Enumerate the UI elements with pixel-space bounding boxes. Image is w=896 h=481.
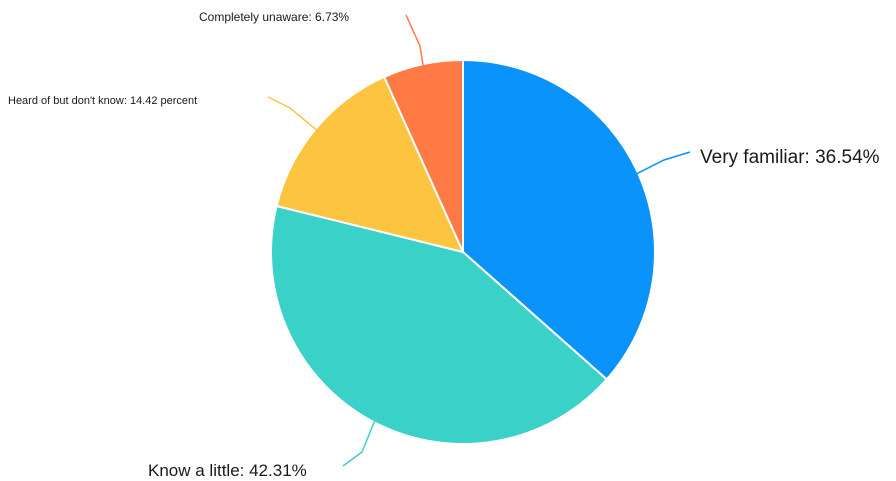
leader-know-a-little <box>342 418 377 467</box>
label-heard-of-but-dont-know: Heard of but don't know: 14.42 percent <box>8 95 197 107</box>
leader-lines <box>267 14 691 467</box>
slice-labels: Very familiar: 36.54% Know a little: 42.… <box>8 10 880 480</box>
label-very-familiar: Very familiar: 36.54% <box>700 147 880 168</box>
leader-completely-unaware <box>405 14 425 69</box>
label-know-a-little: Know a little: 42.31% <box>148 461 307 480</box>
leader-heard-of-but-don-t-know <box>267 96 320 133</box>
leader-very-familiar <box>634 151 691 176</box>
pie-slices <box>270 58 656 445</box>
label-completely-unaware: Completely unaware: 6.73% <box>199 10 349 24</box>
